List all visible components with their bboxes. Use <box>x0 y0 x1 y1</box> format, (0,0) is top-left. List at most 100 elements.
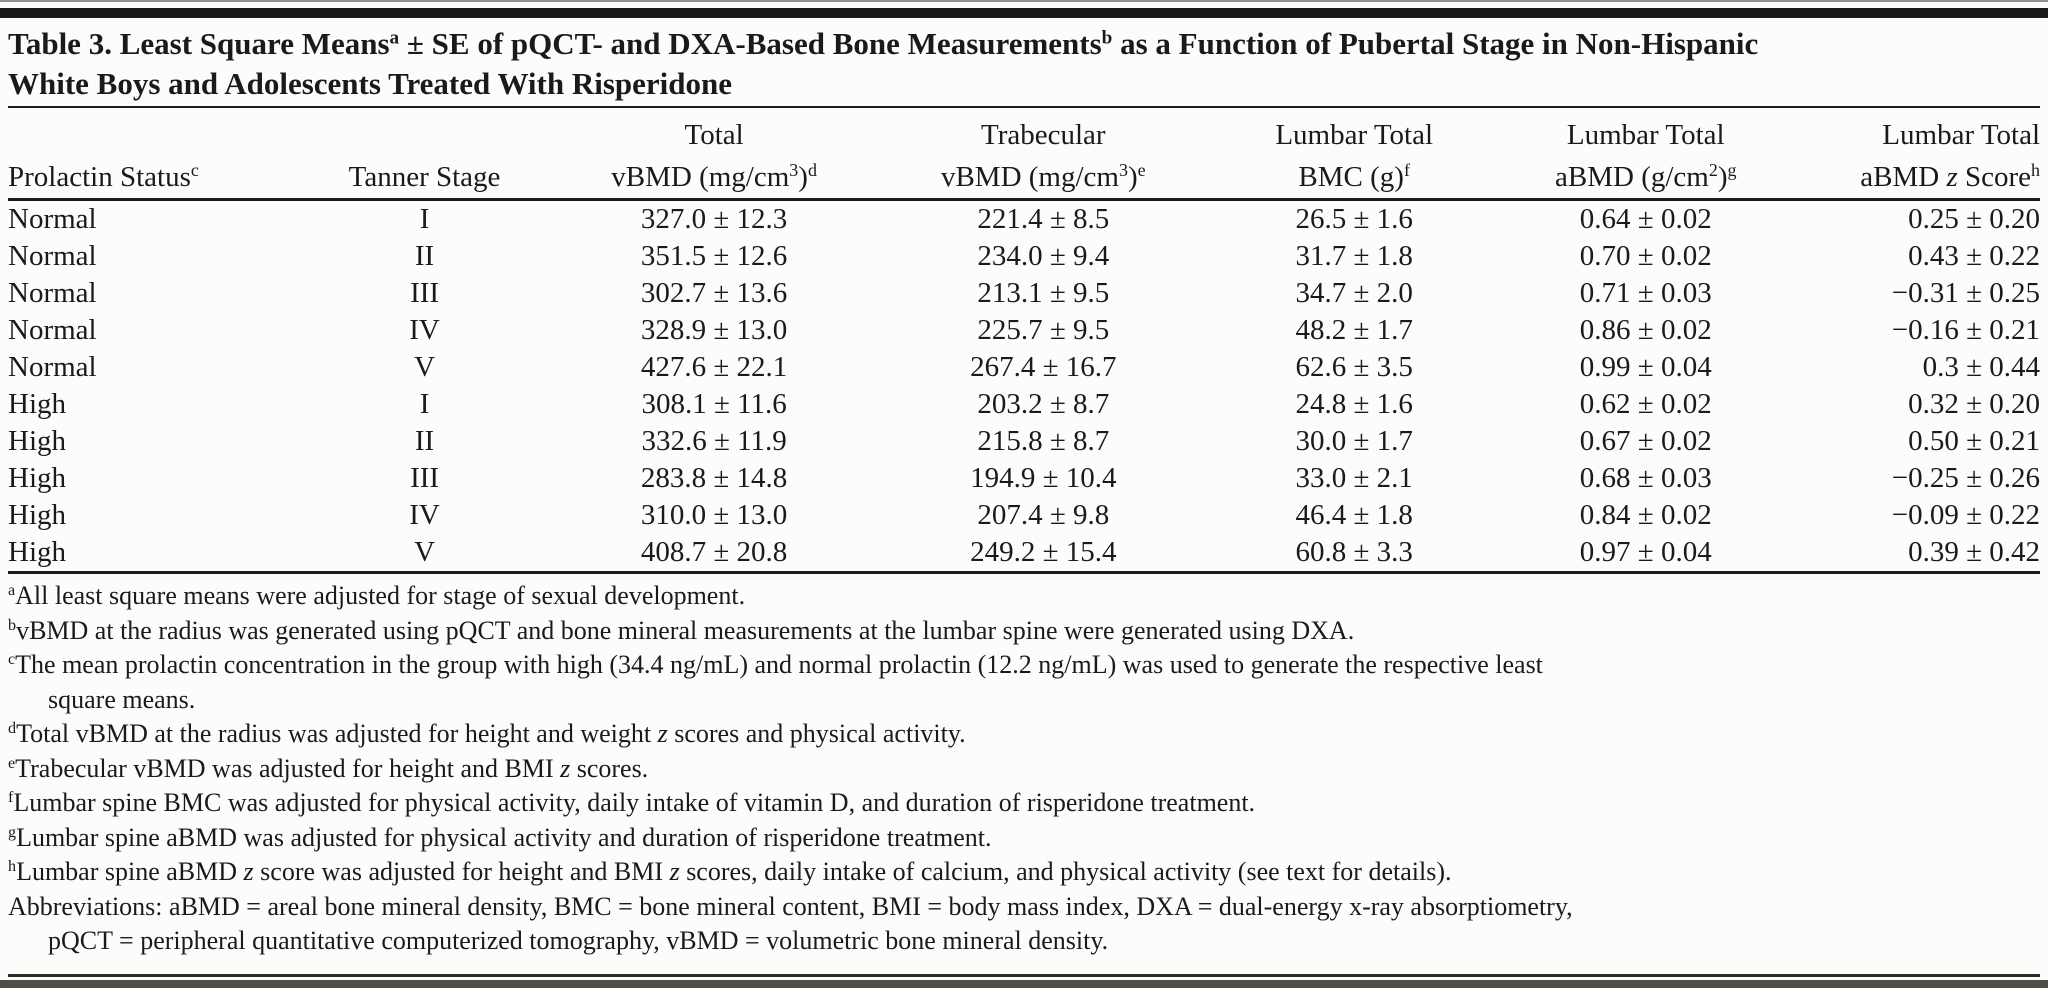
footnote-b: bvBMD at the radius was generated using … <box>8 614 2040 649</box>
superscript-marker: c <box>190 160 199 181</box>
cell-total-vbmd: 351.5 ± 12.6 <box>640 240 788 272</box>
cell-prolactin-status: Normal <box>8 314 97 346</box>
superscript-marker: b <box>1101 27 1113 49</box>
top-hairline-rule <box>0 0 2048 2</box>
footnote-line: gLumbar spine aBMD was adjusted for phys… <box>8 822 992 852</box>
cell-trabecular-vbmd: 267.4 ± 16.7 <box>970 351 1117 383</box>
table-row: High I 308.1 ± 11.6 203.2 ± 8.7 24.8 ± 1.6 0.… <box>8 386 2040 423</box>
rule-under-footnotes <box>8 973 2040 977</box>
cell-lumbar-abmd-z: 0.50 ± 0.21 <box>1908 425 2040 457</box>
header-cell-lumbar-bmc: BMC (g)f <box>1298 160 1410 193</box>
cell-tanner-stage: IV <box>409 314 440 346</box>
cell-trabecular-vbmd: 215.8 ± 8.7 <box>977 425 1110 457</box>
cell-trabecular-vbmd: 194.9 ± 10.4 <box>970 462 1117 494</box>
superscript-marker: 3 <box>1118 160 1128 181</box>
cell-lumbar-abmd-z: 0.32 ± 0.20 <box>1908 388 2040 420</box>
superscript-marker: e <box>1137 160 1146 181</box>
cell-lumbar-abmd: 0.67 ± 0.02 <box>1579 425 1712 457</box>
header-cell-total-vbmd: Total <box>684 119 744 151</box>
cell-lumbar-bmc: 30.0 ± 1.7 <box>1295 425 1413 457</box>
cell-lumbar-abmd: 0.99 ± 0.04 <box>1579 351 1712 383</box>
table-title: Table 3. Least Square Meansa ± SE of pQC… <box>8 24 2040 104</box>
cell-lumbar-bmc: 31.7 ± 1.8 <box>1295 240 1413 272</box>
cell-lumbar-bmc: 24.8 ± 1.6 <box>1295 388 1413 420</box>
footnote-line: square means. <box>48 684 196 714</box>
footnote-marker: f <box>8 789 14 807</box>
cell-lumbar-bmc: 48.2 ± 1.7 <box>1295 314 1413 346</box>
table-row: High III 283.8 ± 14.8 194.9 ± 10.4 33.0 ± 2.… <box>8 460 2040 497</box>
footnote-h: hLumbar spine aBMD z score was adjusted … <box>8 855 2040 890</box>
footnote-d: dTotal vBMD at the radius was adjusted f… <box>8 717 2040 752</box>
cell-tanner-stage: III <box>410 277 440 309</box>
cell-trabecular-vbmd: 213.1 ± 9.5 <box>977 277 1110 309</box>
bottom-thick-rule <box>0 980 2048 988</box>
table-title-line: White Boys and Adolescents Treated With … <box>8 66 732 101</box>
cell-lumbar-bmc: 34.7 ± 2.0 <box>1295 277 1413 309</box>
footnote-line: bvBMD at the radius was generated using … <box>8 615 1355 645</box>
header-cell-trabecular-vbmd: vBMD (mg/cm3)e <box>940 160 1146 193</box>
cell-lumbar-bmc: 33.0 ± 2.1 <box>1295 462 1413 494</box>
header-cell-prolactin-status <box>8 108 276 152</box>
footnote-a: aAll least square means were adjusted fo… <box>8 579 2040 614</box>
footnote-line: pQCT = peripheral quantitative computeri… <box>48 926 1109 955</box>
header-cell-lumbar-bmc: Lumbar Total <box>1275 119 1434 151</box>
cell-lumbar-abmd: 0.64 ± 0.02 <box>1579 203 1712 235</box>
superscript-marker: h <box>2031 160 2040 181</box>
table-row: Normal III 302.7 ± 13.6 213.1 ± 9.5 34.7 ± 2… <box>8 275 2040 312</box>
table-footnotes: aAll least square means were adjusted fo… <box>8 579 2040 959</box>
cell-trabecular-vbmd: 234.0 ± 9.4 <box>977 240 1110 272</box>
top-thick-rule <box>0 8 2048 18</box>
footnote-line: eTrabecular vBMD was adjusted for height… <box>8 753 649 783</box>
cell-prolactin-status: Normal <box>8 203 97 235</box>
footnote-g: gLumbar spine aBMD was adjusted for phys… <box>8 821 2040 856</box>
cell-lumbar-bmc: 26.5 ± 1.6 <box>1295 203 1413 235</box>
cell-total-vbmd: 408.7 ± 20.8 <box>640 536 788 568</box>
header-row-2: Prolactin Statusc Tanner Stage vBMD (mg/cm… <box>8 152 2040 200</box>
cell-prolactin-status: High <box>8 388 66 420</box>
cell-trabecular-vbmd: 221.4 ± 8.5 <box>977 203 1110 235</box>
footnote-line: Abbreviations: aBMD = areal bone mineral… <box>8 891 1573 921</box>
cell-lumbar-abmd: 0.97 ± 0.04 <box>1579 536 1712 568</box>
header-cell-tanner-stage <box>276 108 573 152</box>
cell-prolactin-status: High <box>8 499 66 531</box>
footnote-marker: g <box>8 823 17 841</box>
superscript-marker: d <box>807 160 817 181</box>
footnote-marker: d <box>8 720 17 738</box>
footnote-f: fLumbar spine BMC was adjusted for physi… <box>8 786 2040 821</box>
table-row: High IV 310.0 ± 13.0 207.4 ± 9.8 46.4 ± 1.8 0… <box>8 497 2040 534</box>
table-header: Total Trabecular Lumbar Total Lumbar Total L… <box>8 108 2040 200</box>
superscript-marker: 2 <box>1708 160 1718 181</box>
cell-lumbar-abmd-z: −0.31 ± 0.25 <box>1891 277 2040 309</box>
cell-lumbar-abmd: 0.86 ± 0.02 <box>1579 314 1712 346</box>
cell-prolactin-status: Normal <box>8 240 97 272</box>
table-title-line: Table 3. Least Square Meansa ± SE of pQC… <box>8 26 1759 61</box>
footnote-line: aAll least square means were adjusted fo… <box>8 581 746 610</box>
cell-lumbar-bmc: 60.8 ± 3.3 <box>1295 536 1413 568</box>
table-row: High II 332.6 ± 11.9 215.8 ± 8.7 30.0 ± 1.7 0… <box>8 423 2040 460</box>
cell-lumbar-abmd: 0.71 ± 0.03 <box>1579 277 1712 309</box>
cell-tanner-stage: II <box>414 425 435 457</box>
footnote-line: dTotal vBMD at the radius was adjusted f… <box>8 719 966 748</box>
footnote-marker: c <box>8 651 16 669</box>
footnote-marker: e <box>8 754 16 772</box>
cell-lumbar-abmd: 0.70 ± 0.02 <box>1579 240 1712 272</box>
cell-lumbar-abmd-z: −0.16 ± 0.21 <box>1891 314 2040 346</box>
footnote-marker: h <box>8 858 17 876</box>
header-cell-trabecular-vbmd: Trabecular <box>981 119 1106 151</box>
cell-lumbar-abmd-z: 0.3 ± 0.44 <box>1922 351 2040 383</box>
cell-tanner-stage: IV <box>409 499 440 531</box>
cell-total-vbmd: 310.0 ± 13.0 <box>640 499 788 531</box>
cell-trabecular-vbmd: 249.2 ± 15.4 <box>970 536 1117 568</box>
cell-tanner-stage: I <box>419 388 430 420</box>
cell-prolactin-status: High <box>8 462 66 494</box>
header-cell-lumbar-abmd-z: Lumbar Total <box>1882 119 2040 151</box>
cell-lumbar-abmd: 0.62 ± 0.02 <box>1579 388 1712 420</box>
cell-total-vbmd: 327.0 ± 12.3 <box>640 203 788 235</box>
cell-prolactin-status: Normal <box>8 351 97 383</box>
table-body: Normal I 327.0 ± 12.3 221.4 ± 8.5 26.5 ± 1.6… <box>8 200 2040 573</box>
cell-prolactin-status: High <box>8 425 66 457</box>
header-cell-lumbar-abmd: Lumbar Total <box>1566 119 1725 151</box>
cell-tanner-stage: II <box>414 240 435 272</box>
cell-prolactin-status: Normal <box>8 277 97 309</box>
